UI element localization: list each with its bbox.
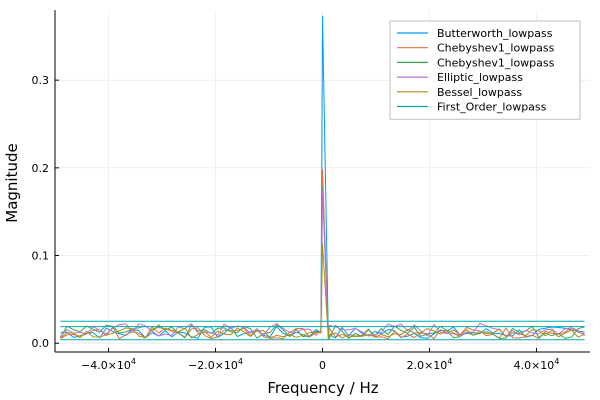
legend: Butterworth_lowpass Chebyshev1_lowpassChe… (389, 20, 581, 120)
legend-label-0: Butterworth_lowpass (437, 27, 553, 40)
y-axis-title: Magnitude (3, 143, 21, 222)
y-tick-label-2: 0.2 (32, 162, 50, 175)
x-tick-label-4: 4.0×104 (514, 357, 560, 372)
series-lines (59, 15, 585, 341)
series-line-3 (60, 189, 585, 339)
legend-box (389, 20, 581, 120)
legend-label-4: Bessel_lowpass (437, 86, 522, 99)
legend-label-5: First_Order_lowpass (437, 101, 547, 114)
legend-label-2: Chebyshev1_lowpass (437, 56, 555, 69)
legend-label-1: Chebyshev1_lowpass (437, 42, 555, 55)
x-tick-label-1: −2.0×104 (188, 357, 243, 372)
axes: −4.0×104 −2.0×104 0 2.0×104 4.0×104 0.0 0.1 0.2… (32, 10, 590, 372)
series-line-4 (60, 243, 585, 340)
x-tick-label-3: 2.0×104 (407, 357, 453, 372)
y-tick-label-0: 0.0 (32, 337, 50, 350)
legend-label-3: Elliptic_lowpass (437, 71, 523, 84)
series-line-0 (60, 15, 585, 340)
y-tick-label-3: 0.3 (32, 74, 50, 87)
y-tick-label-1: 0.1 (32, 250, 50, 263)
x-tick-label-0: −4.0×104 (81, 357, 136, 372)
x-axis-title: Frequency / Hz (267, 379, 378, 397)
x-tick-label-2: 0 (319, 359, 326, 372)
